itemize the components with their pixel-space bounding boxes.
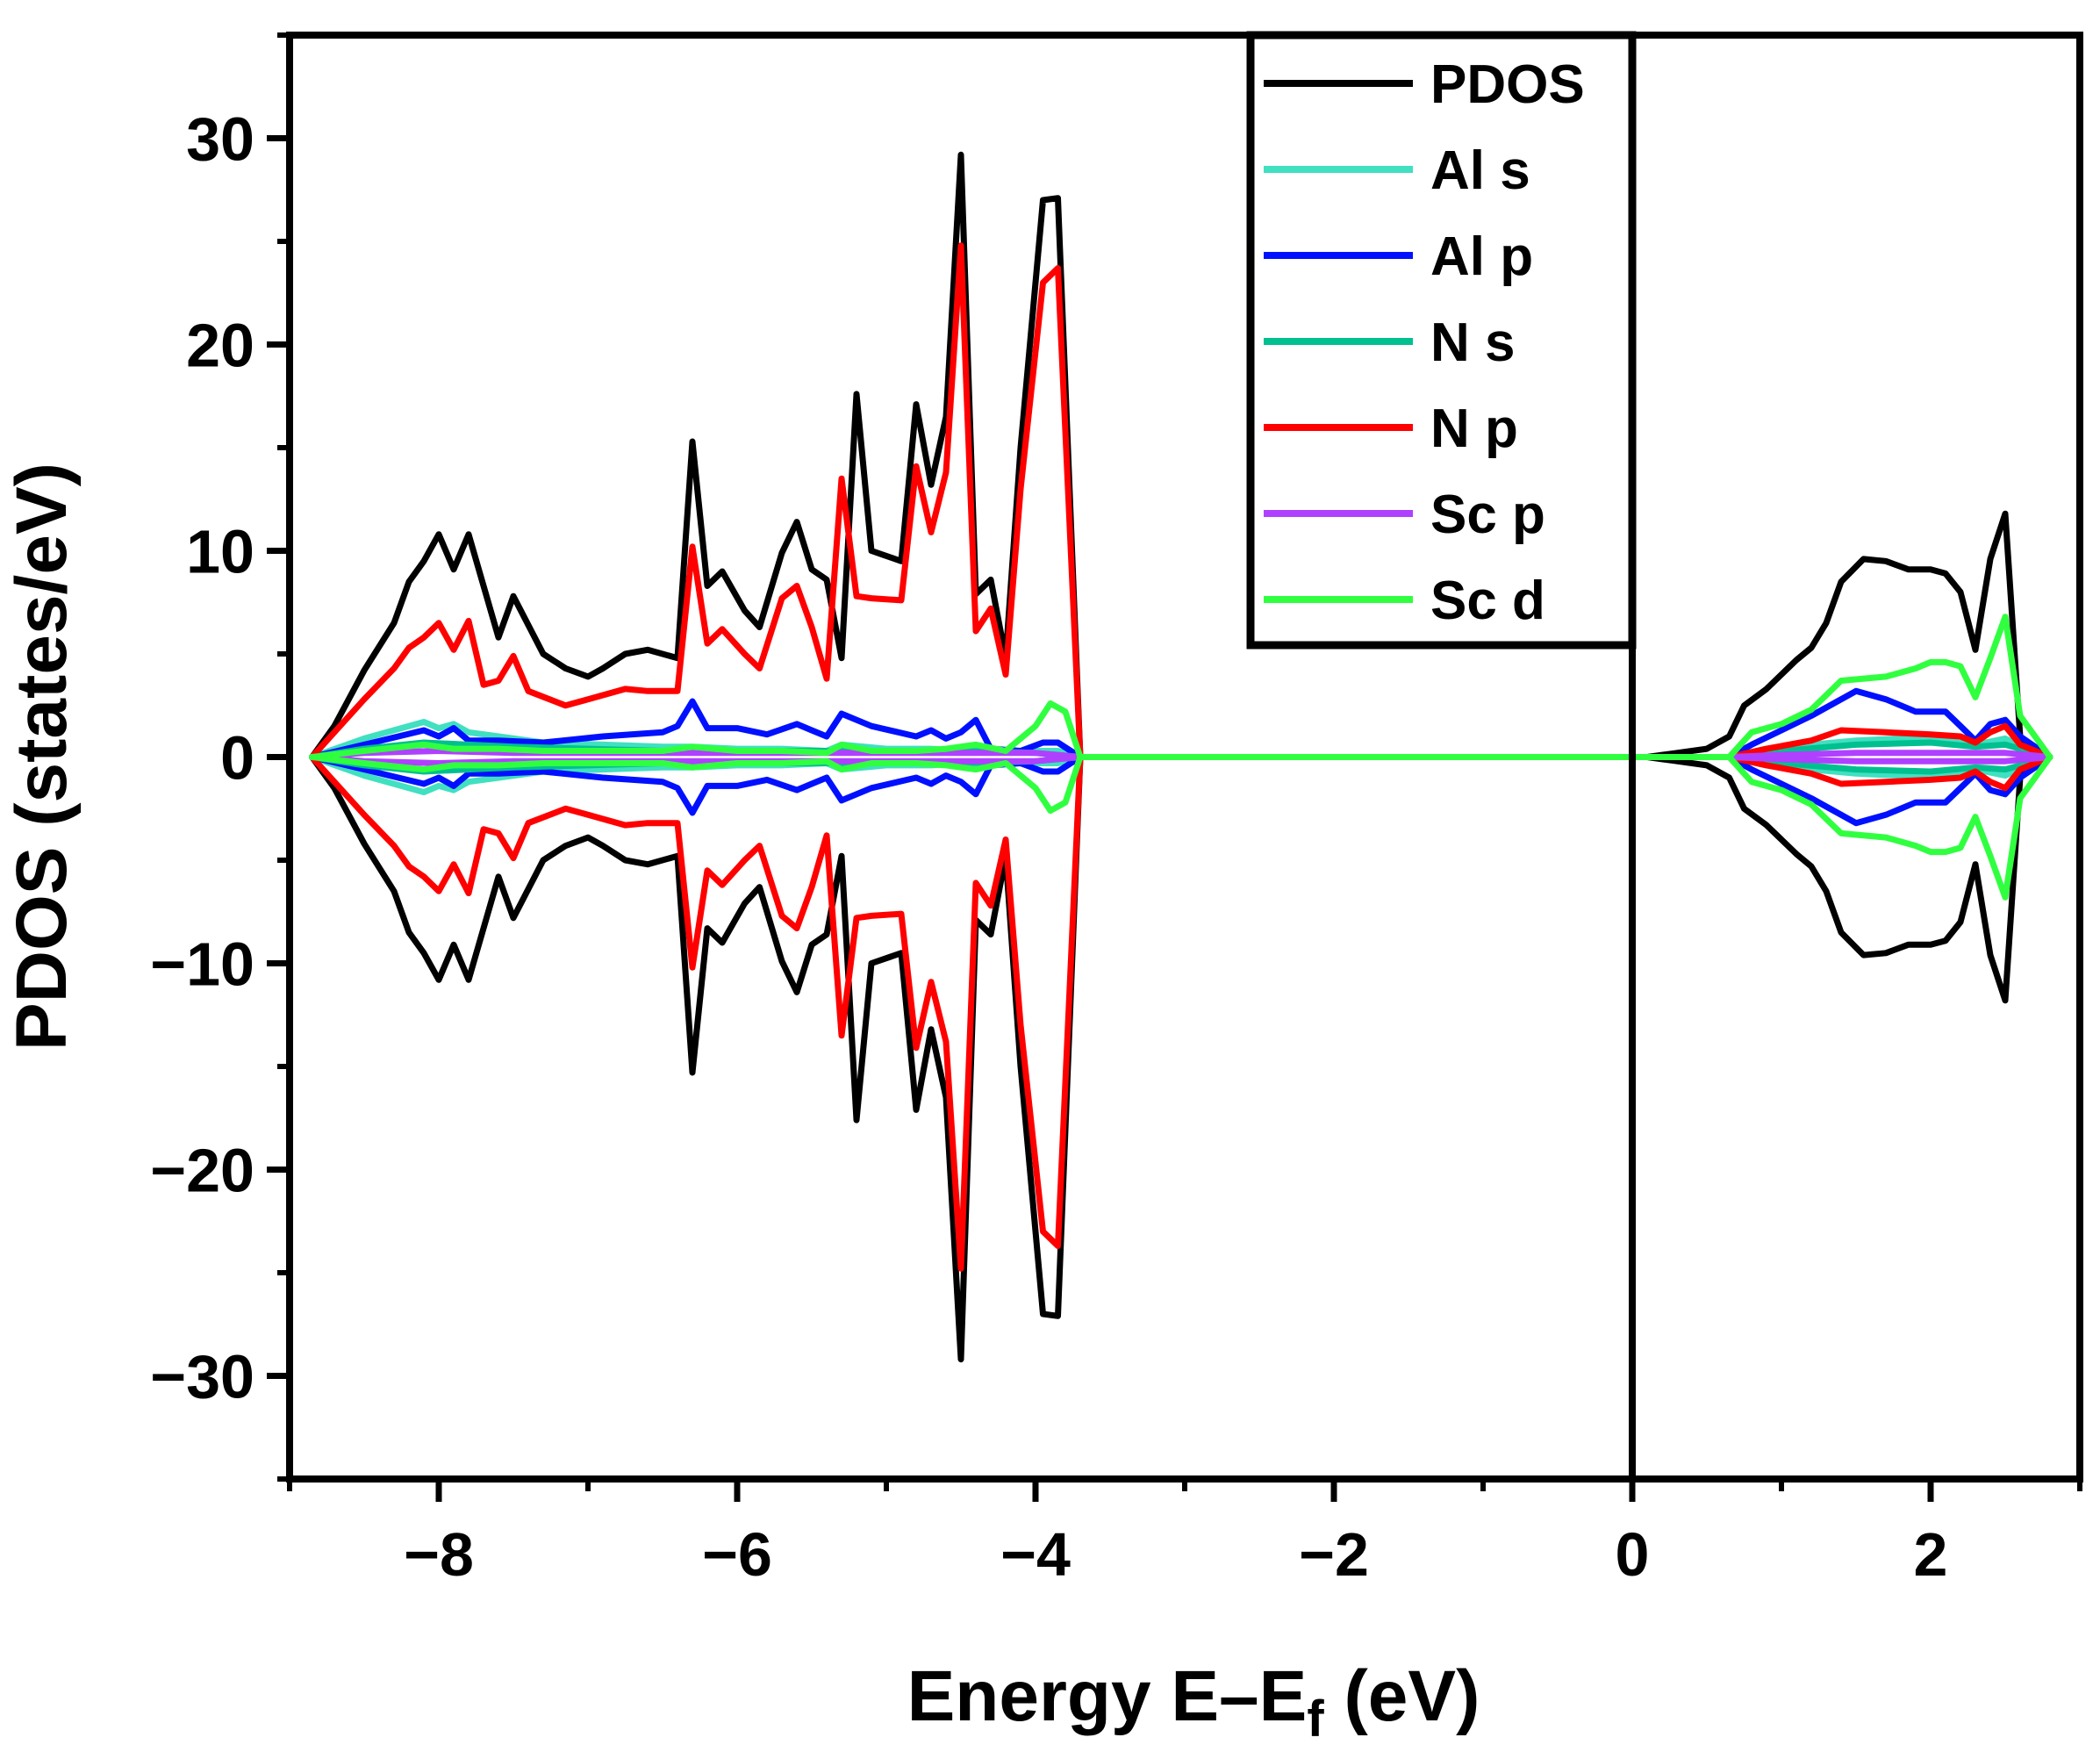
- x-tick-label: −4: [1000, 1520, 1071, 1589]
- legend-label-al-s: Al s: [1430, 140, 1530, 201]
- series-al-p-spin-down: [309, 754, 2053, 827]
- y-tick-label: 30: [186, 105, 254, 174]
- x-tick-label: −8: [404, 1520, 474, 1589]
- legend-label-al-p: Al p: [1430, 226, 1533, 287]
- series-pdos-spin-up: [309, 151, 2053, 760]
- series-sc-d-spin-down: [309, 754, 2053, 901]
- x-axis-title: Energy E–Ef (eV): [907, 1656, 1480, 1748]
- legend-label-sc-d: Sc d: [1430, 571, 1545, 631]
- y-axis-title: PDOS (states/eV): [2, 463, 82, 1051]
- series-pdos-spin-down: [309, 754, 2053, 1363]
- y-tick-label: −30: [150, 1343, 254, 1411]
- x-axis-title-subscript: f: [1307, 1691, 1324, 1748]
- series-n-p-spin-up: [309, 242, 2053, 760]
- plot-frame: [286, 32, 2083, 1483]
- legend: PDOS Al s Al p N s N p Sc p Sc d: [1246, 31, 1637, 650]
- series-layer: [309, 151, 2053, 1363]
- y-tick-label: 10: [186, 518, 254, 586]
- x-axis-title-unit: (eV): [1324, 1656, 1480, 1736]
- x-axis-title-main: Energy E–E: [907, 1656, 1308, 1736]
- x-tick-label: −6: [702, 1520, 772, 1589]
- x-tick-label: 0: [1616, 1520, 1650, 1589]
- legend-label-pdos: PDOS: [1430, 54, 1585, 115]
- x-tick-label: −2: [1299, 1520, 1369, 1589]
- legend-label-n-p: N p: [1430, 398, 1518, 459]
- y-tick-label: −10: [150, 930, 254, 999]
- x-tick-label: 2: [1914, 1520, 1948, 1589]
- y-tick-label: 0: [220, 724, 254, 793]
- series-sc-d-spin-up: [309, 614, 2053, 760]
- series-al-p-spin-up: [309, 687, 2053, 760]
- y-tick-label: −20: [150, 1137, 254, 1205]
- series-n-p-spin-down: [309, 754, 2053, 1272]
- legend-label-n-s: N s: [1430, 312, 1515, 373]
- legend-label-sc-p: Sc p: [1430, 485, 1545, 545]
- y-tick-label: 20: [186, 312, 254, 380]
